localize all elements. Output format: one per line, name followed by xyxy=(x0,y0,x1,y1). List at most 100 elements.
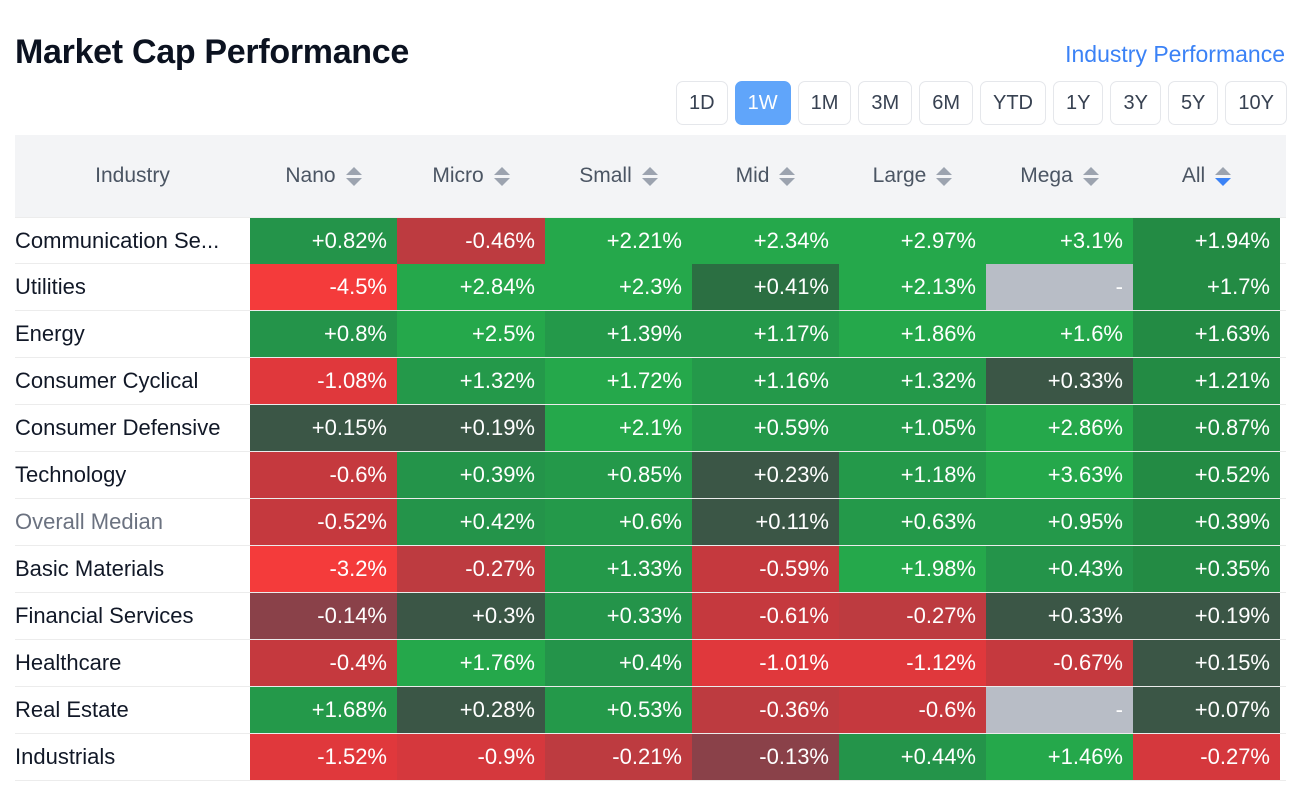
performance-cell-micro: +0.39% xyxy=(397,452,545,498)
performance-cell-mid: +1.16% xyxy=(692,358,839,404)
column-header-label: All xyxy=(1181,164,1206,187)
performance-cell-small: +1.39% xyxy=(545,311,692,357)
industry-name[interactable]: Energy xyxy=(15,311,250,357)
table-row[interactable]: Consumer Defensive +0.15% +0.19% +2.1% +0.59… xyxy=(15,405,1286,452)
performance-cell-mid: -0.59% xyxy=(692,546,839,592)
performance-cell-small: +0.4% xyxy=(545,640,692,686)
table-row[interactable]: Financial Services -0.14% +0.3% +0.33% -0.61… xyxy=(15,593,1286,640)
sort-icon xyxy=(493,166,510,186)
industry-name[interactable]: Financial Services xyxy=(15,593,250,639)
industry-name[interactable]: Real Estate xyxy=(15,687,250,733)
performance-cell-micro: +0.28% xyxy=(397,687,545,733)
column-header-label: Micro xyxy=(432,164,484,187)
industry-name[interactable]: Industrials xyxy=(15,734,250,780)
performance-cell-micro: +0.19% xyxy=(397,405,545,451)
sort-icon xyxy=(779,166,796,186)
performance-cell-large: +0.63% xyxy=(839,499,986,545)
column-header-large[interactable]: Large xyxy=(839,164,986,188)
performance-cell-mid: +0.11% xyxy=(692,499,839,545)
performance-cell-large: -0.27% xyxy=(839,593,986,639)
industry-name[interactable]: Consumer Cyclical xyxy=(15,358,250,404)
performance-cell-micro: -0.46% xyxy=(397,218,545,264)
performance-cell-mega: +3.1% xyxy=(986,218,1133,264)
column-header-label: Large xyxy=(872,164,927,187)
performance-cell-small: +0.53% xyxy=(545,687,692,733)
performance-cell-mid: +0.41% xyxy=(692,264,839,310)
period-button-1d[interactable]: 1D xyxy=(676,81,728,125)
page-title: Market Cap Performance xyxy=(15,33,409,71)
performance-cell-mid: +0.23% xyxy=(692,452,839,498)
industry-name-label: Utilities xyxy=(15,274,86,299)
performance-cell-micro: +0.42% xyxy=(397,499,545,545)
industry-name-label: Overall Median xyxy=(15,509,163,534)
performance-cell-large: -1.12% xyxy=(839,640,986,686)
period-button-ytd[interactable]: YTD xyxy=(980,81,1046,125)
industry-name-label: Real Estate xyxy=(15,697,129,722)
period-button-3y[interactable]: 3Y xyxy=(1110,81,1161,125)
period-button-1y[interactable]: 1Y xyxy=(1053,81,1104,125)
industry-name[interactable]: Consumer Defensive xyxy=(15,405,250,451)
column-header-mid[interactable]: Mid xyxy=(692,164,839,188)
column-header-label: Small xyxy=(579,164,632,187)
performance-cell-nano: +0.15% xyxy=(250,405,397,451)
industry-name[interactable]: Healthcare xyxy=(15,640,250,686)
table-row[interactable]: Overall Median -0.52% +0.42% +0.6% +0.11% +0.… xyxy=(15,499,1286,546)
performance-cell-nano: +1.68% xyxy=(250,687,397,733)
table-row[interactable]: Industrials -1.52% -0.9% -0.21% -0.13% +0.44%… xyxy=(15,734,1286,781)
performance-cell-large: +1.18% xyxy=(839,452,986,498)
table-row[interactable]: Consumer Cyclical -1.08% +1.32% +1.72% +1.16… xyxy=(15,358,1286,405)
period-button-10y[interactable]: 10Y xyxy=(1225,81,1287,125)
performance-cell-nano: -0.6% xyxy=(250,452,397,498)
performance-cell-micro: +2.84% xyxy=(397,264,545,310)
column-header-small[interactable]: Small xyxy=(545,164,692,188)
performance-cell-mega: - xyxy=(986,687,1133,733)
performance-cell-nano: -0.4% xyxy=(250,640,397,686)
industry-name[interactable]: Utilities xyxy=(15,264,250,310)
column-header-mega[interactable]: Mega xyxy=(986,164,1133,188)
performance-cell-small: +1.33% xyxy=(545,546,692,592)
industry-name-label: Communication Se... xyxy=(15,227,220,253)
industry-name-label: Financial Services xyxy=(15,603,194,628)
performance-cell-small: +0.33% xyxy=(545,593,692,639)
performance-cell-nano: -1.08% xyxy=(250,358,397,404)
column-header-industry: Industry xyxy=(95,164,170,187)
period-button-3m[interactable]: 3M xyxy=(858,81,913,125)
performance-cell-large: +1.32% xyxy=(839,358,986,404)
period-button-1w[interactable]: 1W xyxy=(734,81,791,125)
table-row[interactable]: Technology -0.6% +0.39% +0.85% +0.23% +1.18% +… xyxy=(15,452,1286,499)
industry-name[interactable]: Communication Se... xyxy=(15,218,250,263)
performance-cell-nano: +0.82% xyxy=(250,218,397,264)
period-button-5y[interactable]: 5Y xyxy=(1167,81,1219,125)
industry-performance-link[interactable]: Industry Performance xyxy=(1065,41,1285,67)
industry-name[interactable]: Basic Materials xyxy=(15,546,250,592)
table-row[interactable]: Healthcare -0.4% +1.76% +0.4% -1.01% -1.12% -0… xyxy=(15,640,1286,687)
performance-cell-mega: +2.86% xyxy=(986,405,1133,451)
table-body: Communication Se... +0.82% -0.46% +2.21% +2.… xyxy=(15,217,1286,781)
industry-name[interactable]: Technology xyxy=(15,452,250,498)
performance-cell-large: +2.97% xyxy=(839,218,986,264)
table-row[interactable]: Basic Materials -3.2% -0.27% +1.33% -0.59% +1… xyxy=(15,546,1286,593)
table-row[interactable]: Energy +0.8% +2.5% +1.39% +1.17% +1.86% +1.6% +… xyxy=(15,311,1286,358)
column-header-micro[interactable]: Micro xyxy=(397,164,545,188)
table-row[interactable]: Real Estate +1.68% +0.28% +0.53% -0.36% -0.6%… xyxy=(15,687,1286,734)
performance-cell-nano: -0.14% xyxy=(250,593,397,639)
table-row[interactable]: Utilities -4.5% +2.84% +2.3% +0.41% +2.13% - +1… xyxy=(15,264,1286,311)
industry-name-label: Technology xyxy=(15,462,127,487)
performance-cell-mega: +0.33% xyxy=(986,358,1133,404)
table-row[interactable]: Communication Se... +0.82% -0.46% +2.21% +2.… xyxy=(15,217,1286,264)
sort-icon xyxy=(345,166,362,186)
column-header-all[interactable]: All xyxy=(1133,164,1280,188)
period-button-1m[interactable]: 1M xyxy=(797,81,852,125)
performance-cell-micro: -0.9% xyxy=(397,734,545,780)
industry-name-label: Industrials xyxy=(15,744,116,769)
performance-cell-mega: +1.6% xyxy=(986,311,1133,357)
performance-cell-large: -0.6% xyxy=(839,687,986,733)
performance-cell-small: +2.1% xyxy=(545,405,692,451)
performance-cell-nano: +0.8% xyxy=(250,311,397,357)
period-button-6m[interactable]: 6M xyxy=(919,81,973,125)
performance-cell-mega: +3.63% xyxy=(986,452,1133,498)
performance-cell-nano: -4.5% xyxy=(250,264,397,310)
column-header-nano[interactable]: Nano xyxy=(250,164,397,188)
performance-cell-mid: -0.61% xyxy=(692,593,839,639)
performance-cell-all: +1.63% xyxy=(1133,311,1280,357)
